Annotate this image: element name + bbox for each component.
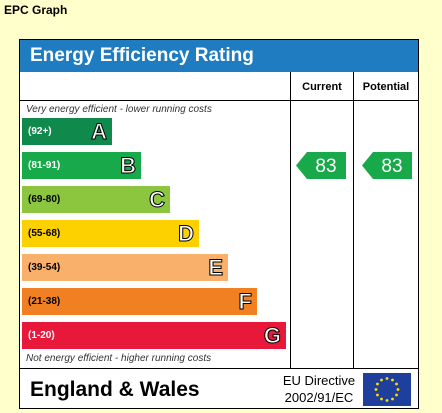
flag-star	[374, 388, 378, 391]
epc-chart: Energy Efficiency Rating Current Potenti…	[19, 39, 419, 409]
current-rating-arrow: 83	[296, 152, 346, 179]
eu-directive: EU Directive 2002/91/EC	[278, 372, 360, 406]
flag-star	[385, 399, 389, 402]
band-range-label: (81-91)	[28, 160, 61, 171]
band-b: (81-91) B	[22, 152, 141, 179]
column-potential-header: Potential	[362, 81, 410, 93]
flag-star	[391, 378, 394, 382]
band-f: (21-38) F	[22, 288, 257, 315]
eu-directive-line2: 2002/91/EC	[284, 390, 354, 405]
band-range-label: (21-38)	[28, 296, 61, 307]
band-c: (69-80) C	[22, 186, 170, 213]
divider-header	[20, 100, 418, 101]
chart-title: Energy Efficiency Rating	[20, 40, 418, 72]
note-efficient: Very energy efficient - lower running co…	[26, 104, 212, 115]
flag-star	[396, 388, 400, 391]
flag-star	[380, 397, 383, 401]
band-letter: A	[91, 119, 108, 145]
potential-rating-arrow: 83	[362, 152, 412, 179]
divider-left	[290, 72, 291, 368]
note-inefficient: Not energy efficient - higher running co…	[26, 353, 212, 364]
band-letter: E	[208, 255, 224, 281]
band-letter: B	[120, 153, 137, 179]
divider-right	[353, 72, 354, 368]
flag-star	[395, 393, 398, 397]
band-letter: F	[238, 289, 252, 315]
divider-footer	[20, 368, 418, 369]
flag-star	[385, 377, 389, 380]
flag-star	[376, 382, 379, 386]
flag-star	[391, 397, 394, 401]
flag-star	[395, 382, 398, 386]
band-a: (92+) A	[22, 118, 112, 145]
page-heading: EPC Graph	[4, 3, 68, 17]
band-range-label: (92+)	[28, 126, 52, 137]
band-g: (1-20) G	[22, 322, 286, 349]
flag-star	[376, 393, 379, 397]
band-range-label: (1-20)	[28, 330, 55, 341]
column-current-header: Current	[302, 81, 342, 93]
band-letter: D	[178, 221, 195, 247]
band-range-label: (55-68)	[28, 228, 61, 239]
band-range-label: (69-80)	[28, 194, 61, 205]
band-letter: C	[149, 187, 166, 213]
band-range-label: (39-54)	[28, 262, 61, 273]
potential-rating-arrow-value: 83	[381, 156, 402, 177]
current-rating-arrow-value: 83	[315, 156, 336, 177]
band-d: (55-68) D	[22, 220, 199, 247]
flag-star	[380, 378, 383, 382]
eu-directive-line1: EU Directive	[282, 373, 356, 388]
band-letter: G	[263, 323, 281, 349]
band-e: (39-54) E	[22, 254, 228, 281]
eu-flag-icon	[363, 373, 411, 406]
region-label: England & Wales	[30, 378, 200, 401]
